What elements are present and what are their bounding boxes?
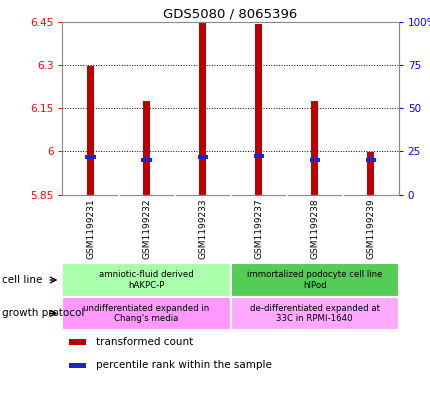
Text: GSM1199231: GSM1199231 [86,198,95,259]
Bar [69,363,86,368]
Bar [230,297,398,330]
Bar [253,154,263,158]
Bar [87,66,94,195]
Text: growth protocol: growth protocol [2,309,84,318]
Bar [230,263,398,297]
Bar [62,297,230,330]
Bar [85,155,95,158]
Bar [366,152,373,195]
Text: percentile rank within the sample: percentile rank within the sample [96,360,271,371]
Bar [197,155,207,158]
Bar [365,158,375,162]
Text: GSM1199238: GSM1199238 [310,198,318,259]
Title: GDS5080 / 8065396: GDS5080 / 8065396 [163,7,297,20]
Text: GSM1199232: GSM1199232 [142,199,150,259]
Text: GSM1199233: GSM1199233 [198,198,206,259]
Bar [143,101,150,195]
Text: GSM1199237: GSM1199237 [254,198,262,259]
Bar [141,158,151,162]
Bar [199,23,206,195]
Bar [309,158,319,162]
Text: immortalized podocyte cell line
hIPod: immortalized podocyte cell line hIPod [246,270,381,290]
Text: undifferentiated expanded in
Chang's media: undifferentiated expanded in Chang's med… [83,304,209,323]
Text: transformed count: transformed count [96,337,193,347]
Text: cell line: cell line [2,275,43,285]
Text: amniotic-fluid derived
hAKPC-P: amniotic-fluid derived hAKPC-P [99,270,194,290]
Text: GSM1199239: GSM1199239 [366,198,374,259]
Text: de-differentiated expanded at
33C in RPMI-1640: de-differentiated expanded at 33C in RPM… [249,304,379,323]
Bar [310,101,317,195]
Bar [62,263,230,297]
Bar [255,24,261,195]
Bar [69,339,86,345]
